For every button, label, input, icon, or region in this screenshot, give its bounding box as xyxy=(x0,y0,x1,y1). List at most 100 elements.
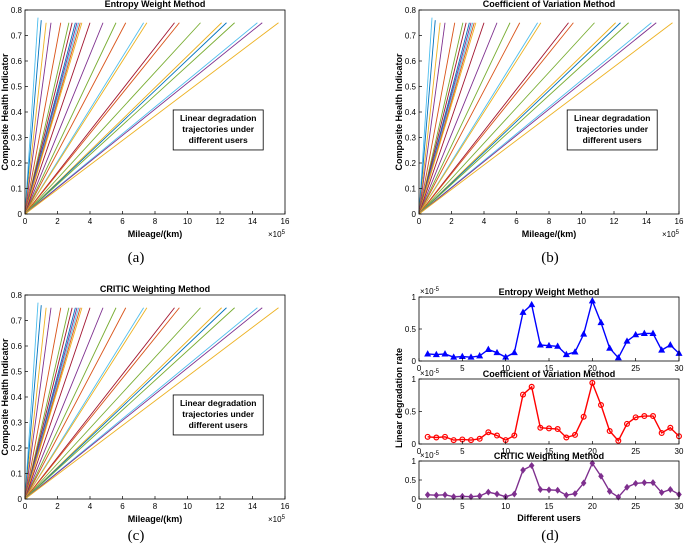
panel-d-sub-3-title: CRITIC Weighting Method xyxy=(494,451,604,461)
panel-d-series-2-marker xyxy=(580,413,587,420)
panel-a-trajectory-line xyxy=(24,22,227,215)
panel-d-series-1-marker xyxy=(640,329,648,336)
panel-b-trajectory-line xyxy=(418,22,464,215)
panel-c-trajectory-line xyxy=(24,307,52,500)
panel-d-series-2-marker xyxy=(442,433,449,440)
panel-d-series-2-marker xyxy=(641,413,648,420)
panel-b-trajectory-line xyxy=(418,17,433,215)
panel-c-trajectory-line xyxy=(24,307,222,500)
panel-b-ytick-label: 0 xyxy=(412,210,417,219)
panel-a-trajectory-line xyxy=(24,20,42,215)
panel-a-annotation-line: Linear degradation xyxy=(180,113,257,123)
panel-d-series-1-marker xyxy=(632,330,640,338)
panel-c-xtick-label: 16 xyxy=(281,502,290,511)
panel-c-xtick-label: 4 xyxy=(88,502,93,511)
panel-b-xtick-label: 2 xyxy=(449,217,454,226)
panel-c-ytick-label: 0.4 xyxy=(11,393,23,402)
panel-d-series-3-marker xyxy=(641,479,648,487)
panel-a-trajectory-line xyxy=(24,22,175,215)
panel-d-series-2-marker xyxy=(494,432,501,439)
panel-d-series-2-line xyxy=(427,380,680,442)
panel-d-sub-2-title: Coefficient of Variation Method xyxy=(483,369,616,379)
panel-b-trajectory-line xyxy=(418,22,629,215)
panel-a-trajectory-line xyxy=(24,22,70,215)
panel-b-ytick-label: 0.1 xyxy=(405,185,417,194)
panel-d-series-1-line xyxy=(427,298,680,360)
panel-d-series-3-line xyxy=(427,461,680,499)
panel-d-series-1-marker xyxy=(484,345,492,352)
panel-d-sub-2-y-multiplier: ×10-5 xyxy=(420,369,440,378)
panel-d-sub-2-xtick-label: 15 xyxy=(545,447,554,456)
panel-b-ytick-label: 0.2 xyxy=(405,159,417,168)
panel-d-sub-1-ytick-label: 0.5 xyxy=(405,325,417,334)
panel-a-trajectory-line xyxy=(24,22,279,215)
panel-b-trajectory-line xyxy=(418,22,456,215)
panel-b-xtick-label: 12 xyxy=(610,217,619,226)
panel-d-series-1-marker xyxy=(580,330,588,337)
caption-b: (b) xyxy=(541,250,559,266)
panel-c-trajectory-line xyxy=(24,307,235,500)
panel-c-annotation-line: trajectories under xyxy=(182,409,254,419)
panel-c-xlabel: Mileage/(km) xyxy=(128,514,183,524)
panel-c-annotation-box xyxy=(172,394,264,436)
panel-d-series-3-marker xyxy=(450,493,457,501)
panel-d-series-1-marker xyxy=(528,300,536,308)
panel-c-trajectory-line xyxy=(24,307,180,500)
panel-c-ytick-label: 0.2 xyxy=(11,444,23,453)
panel-d-series-3-marker xyxy=(563,491,570,499)
panel-b-trajectory-line xyxy=(418,22,652,215)
panel-c-trajectory-line xyxy=(24,307,104,500)
panel-d-series-1-marker xyxy=(493,348,501,356)
caption-c: (c) xyxy=(128,528,145,544)
panel-b-xlabel: Mileage/(km) xyxy=(522,229,577,239)
panel-b-trajectory-line xyxy=(418,22,673,215)
panel-b-ytick-label: 0.3 xyxy=(405,134,417,143)
panel-d-series-1-marker xyxy=(554,342,562,349)
panel-d-series-2-marker xyxy=(554,426,561,433)
panel-c-xtick-label: 6 xyxy=(120,502,125,511)
panel-d-series-3-marker xyxy=(494,490,500,498)
panel-d-series-3-marker xyxy=(667,486,674,493)
panel-b-xtick-label: 8 xyxy=(547,217,552,226)
panel-d-series-3-marker xyxy=(528,462,535,470)
panel-a-trajectory-line xyxy=(24,22,47,215)
panel-b-trajectory-line xyxy=(418,22,485,215)
panel-d-sub-2-ytick-label: 0.5 xyxy=(405,408,417,417)
panel-a-ytick-label: 0.4 xyxy=(11,108,23,117)
panel-c-trajectory-line xyxy=(24,307,70,500)
panel-a-xtick-label: 16 xyxy=(281,217,290,226)
panel-b-trajectory-line xyxy=(418,22,446,215)
panel-d-sub-1-xtick-label: 15 xyxy=(545,364,554,373)
panel-a-xlabel: Mileage/(km) xyxy=(128,229,183,239)
panel-d-sub-1-ytick-label: 0 xyxy=(412,357,417,366)
panel-d-sub-1-xtick-label: 10 xyxy=(501,364,510,373)
panel-d-sub-3-ytick-label: 0.5 xyxy=(405,476,417,485)
panel-c-xtick-label: 0 xyxy=(23,502,28,511)
panel-b-xtick-label: 4 xyxy=(482,217,487,226)
panel-c-trajectory-line xyxy=(24,307,83,500)
panel-a-xtick-label: 8 xyxy=(153,217,158,226)
panel-a-xtick-label: 0 xyxy=(23,217,28,226)
panel-d-series-3-marker xyxy=(442,491,448,499)
panel-b-trajectory-line xyxy=(418,22,595,215)
panel-d-series-2-marker xyxy=(615,437,622,444)
panel-a-trajectory-line xyxy=(24,22,52,215)
panel-b-trajectory-line xyxy=(418,22,616,215)
panel-b-ytick-label: 0.5 xyxy=(405,83,417,92)
panel-b-trajectory-line xyxy=(418,20,436,215)
panel-b-trajectory-line xyxy=(418,22,511,215)
panel-d-sub-3-xtick-label: 5 xyxy=(460,502,465,511)
panel-b-trajectory-line xyxy=(418,22,569,215)
panel-d-xlabel: Different users xyxy=(517,513,581,523)
panel-d-series-3-marker xyxy=(624,483,630,491)
panel-c-annotation-line: Linear degradation xyxy=(180,398,257,408)
panel-c-trajectory-line xyxy=(24,305,42,500)
panel-d-series-3-marker xyxy=(520,466,526,474)
panel-d-series-3-marker xyxy=(511,490,518,498)
panel-d-series-1-marker xyxy=(666,341,674,348)
panel-d-sub-2-xtick-label: 0 xyxy=(417,447,422,456)
panel-c-trajectory-line xyxy=(24,307,127,500)
panel-d-series-3-marker xyxy=(554,486,561,494)
panel-d-series-2-marker xyxy=(519,391,526,398)
panel-d-series-2-marker xyxy=(468,437,475,444)
